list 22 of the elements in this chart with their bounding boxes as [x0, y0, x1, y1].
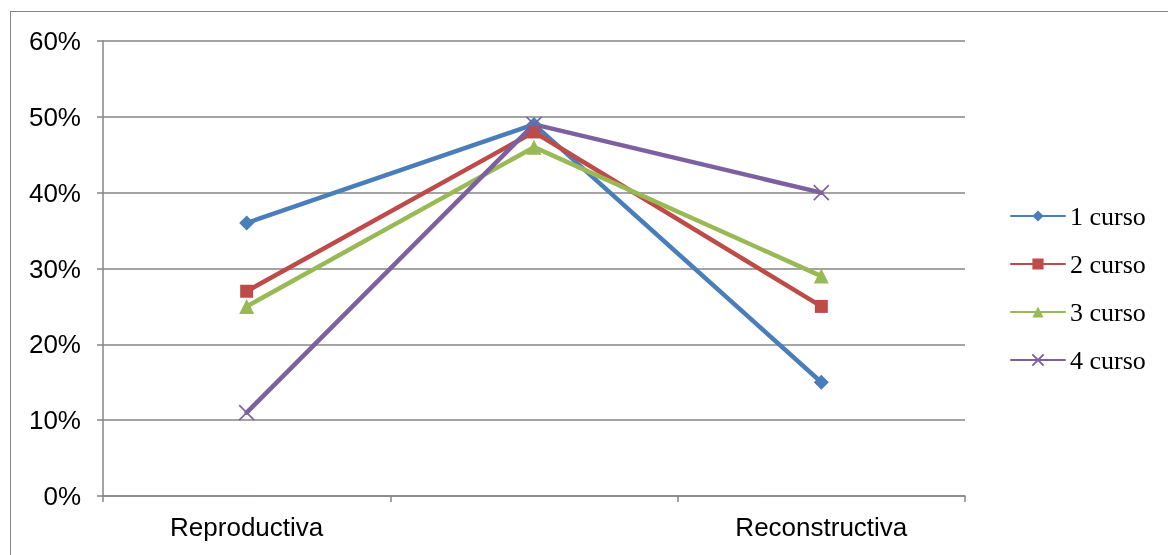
point [238, 404, 255, 421]
point [814, 299, 828, 313]
point [239, 298, 255, 314]
y-tick-label: 20% [28, 329, 81, 360]
point [813, 268, 829, 284]
y-tick-label: 10% [28, 405, 81, 436]
legend-label: 3 curso [1070, 297, 1146, 327]
point [813, 374, 829, 390]
legend-label: 2 curso [1070, 249, 1146, 279]
legend-label: 1 curso [1070, 201, 1146, 231]
x-tick-label: Reconstructiva [735, 512, 908, 542]
x-tick-label: Reproductiva [170, 512, 324, 542]
point [239, 215, 255, 231]
point [240, 284, 254, 298]
point [813, 184, 830, 201]
y-tick-label: 40% [28, 177, 81, 208]
y-tick-label: 50% [28, 101, 81, 132]
y-tick-label: 30% [28, 253, 81, 284]
legend-label: 4 curso [1070, 345, 1146, 375]
y-tick-label: 0% [43, 481, 81, 511]
point [526, 139, 542, 155]
y-tick-label: 60% [28, 26, 81, 56]
